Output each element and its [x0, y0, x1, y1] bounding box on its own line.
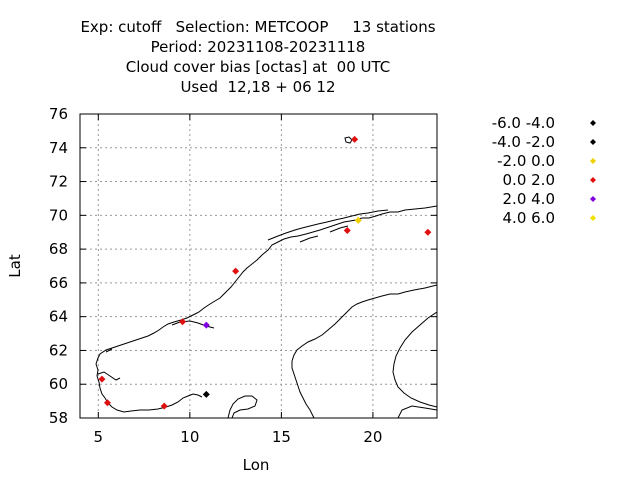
legend-label: 0.0 2.0 — [503, 171, 555, 189]
legend-marker — [590, 139, 596, 145]
coastline-gulf-of-finland — [392, 311, 437, 408]
coastline-norway — [95, 205, 437, 413]
y-tick-label: 66 — [49, 274, 68, 292]
title-line-4: Used 12,18 + 06 12 — [180, 78, 336, 96]
y-tick-label: 68 — [49, 240, 68, 258]
legend-label: 2.0 4.0 — [503, 190, 555, 208]
station-point — [103, 399, 111, 407]
coastline-estonia — [397, 405, 437, 418]
y-tick-label: 62 — [49, 341, 68, 359]
y-tick-label: 70 — [49, 206, 68, 224]
chart-title: Exp: cutoff Selection: METCOOP 13 statio… — [0, 17, 516, 97]
station-point — [160, 402, 168, 410]
legend-marker — [590, 215, 596, 221]
station-point — [98, 375, 106, 383]
x-tick-label: 15 — [272, 428, 291, 446]
y-tick-label: 72 — [49, 173, 68, 191]
station-point — [343, 227, 351, 235]
title-line-2: Period: 20231108-20231118 — [150, 38, 366, 56]
station-point — [202, 390, 210, 398]
station-point — [351, 135, 359, 143]
coastline-map — [95, 136, 437, 418]
station-points — [98, 135, 432, 410]
plot-frame — [79, 113, 438, 419]
y-tick-label: 76 — [49, 105, 68, 123]
y-tick-label: 58 — [49, 409, 68, 427]
station-point — [354, 216, 362, 224]
y-axis-title: Lat — [6, 254, 24, 278]
legend: -6.0 -4.0-4.0 -2.0-2.0 0.00.0 2.02.0 4.0… — [492, 114, 596, 227]
coastline-denmark — [227, 395, 258, 418]
axis-ticks: 5 10 15 20 58 60 62 64 66 68 70 72 74 76 — [49, 105, 437, 446]
title-line-3: Cloud cover bias [octas] at 00 UTC — [125, 58, 391, 76]
grid-lines — [80, 113, 437, 419]
coastline-islands-north — [97, 209, 389, 381]
legend-marker — [590, 196, 596, 202]
legend-marker — [590, 177, 596, 183]
title-line-1: Exp: cutoff Selection: METCOOP 13 statio… — [80, 18, 436, 36]
station-point — [202, 321, 210, 329]
x-tick-label: 20 — [363, 428, 382, 446]
station-point — [232, 267, 240, 275]
legend-label: -6.0 -4.0 — [492, 114, 555, 132]
legend-marker — [590, 158, 596, 164]
station-point — [179, 318, 187, 326]
station-point — [424, 228, 432, 236]
legend-label: 4.0 6.0 — [503, 209, 555, 227]
x-tick-label: 10 — [180, 428, 199, 446]
coastline-svalbard-bear-island — [344, 136, 353, 144]
legend-label: -4.0 -2.0 — [492, 133, 555, 151]
coastline-sweden-finland — [291, 284, 437, 418]
y-tick-label: 74 — [49, 139, 68, 157]
legend-label: -2.0 0.0 — [497, 152, 555, 170]
y-tick-label: 60 — [49, 375, 68, 393]
legend-marker — [590, 120, 596, 126]
x-tick-label: 5 — [94, 428, 104, 446]
x-axis-title: Lon — [243, 456, 270, 474]
y-tick-label: 64 — [49, 308, 68, 326]
